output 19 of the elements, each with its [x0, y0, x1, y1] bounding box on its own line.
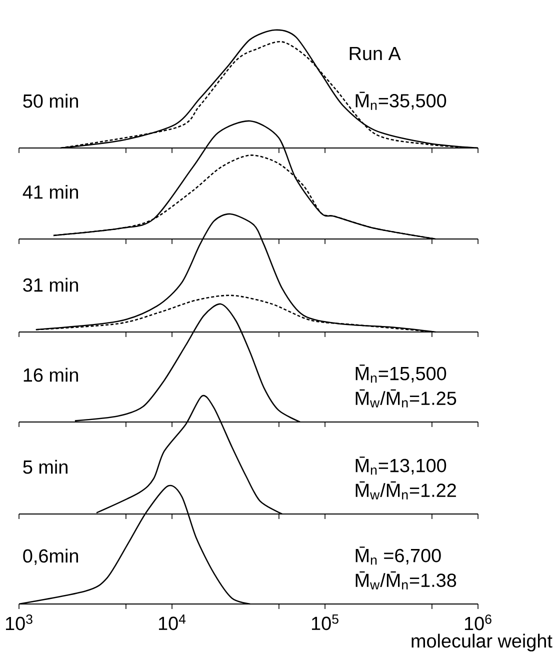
- annotation: M̄$_{w}$/M̄$_{n}$=1.22: [356, 481, 456, 500]
- annotation: M̄$_{n}$ =6,700: [356, 546, 441, 565]
- annotation: M̄$_{n}$=13,100: [356, 456, 446, 475]
- text: 0,6min: [23, 548, 78, 565]
- text: 16 min: [24, 368, 78, 382]
- text: Run A: [350, 47, 401, 60]
- x-tick-label: 10$^{4}$: [158, 614, 186, 630]
- x-tick-label: 10$^{6}$: [464, 614, 492, 630]
- x-tick-label: 10$^{5}$: [312, 614, 338, 630]
- annotation: M̄$_{n}$=15,500: [356, 364, 446, 383]
- text: 41 min: [22, 184, 78, 199]
- text: 50 min: [23, 94, 78, 108]
- text: 31 min: [23, 278, 78, 292]
- annotation: M̄$_{w}$/M̄$_{n}$=1.25: [356, 389, 456, 408]
- x-axis-title: molecular weight: [412, 634, 552, 652]
- annotation: M̄$_{n}$=35,500: [356, 92, 446, 110]
- annotation: M̄$_{w}$/M̄$_{n}$=1.38: [356, 571, 456, 590]
- text: 5 min: [23, 460, 68, 474]
- x-tick-label: 10$^{3}$: [6, 614, 32, 630]
